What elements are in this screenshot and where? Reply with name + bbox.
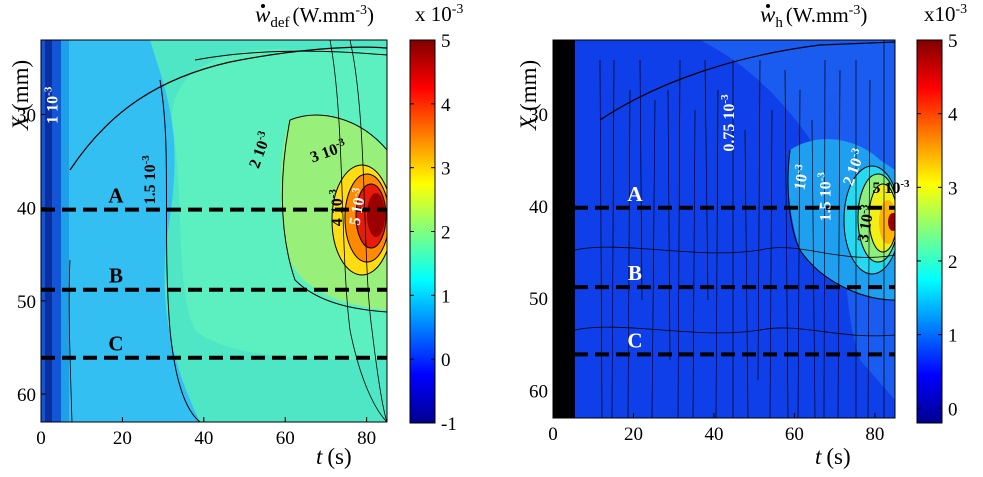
- line-label-b: B: [628, 261, 642, 285]
- y-tick-label: 40: [529, 197, 548, 218]
- colorbar-tick-label: 0: [948, 399, 958, 420]
- colorbar-tick-label: 3: [948, 178, 958, 199]
- x-tick-label: 0: [548, 424, 558, 445]
- y-axis-label-left: X(mm): [8, 60, 33, 131]
- contour-label: 3 10-3: [853, 203, 878, 243]
- line-label-b: B: [109, 264, 123, 288]
- x-ticks-left: 0 20 40 60 80: [36, 417, 376, 449]
- colorbar-tick-label: 2: [441, 223, 451, 244]
- marker-lines-left: A B C: [41, 184, 387, 360]
- y-tick-label: 40: [17, 199, 36, 220]
- colorbar-tick-label: 2: [948, 252, 958, 273]
- x-tick-label: 20: [624, 424, 643, 445]
- contour-label: 1.5 10-3: [816, 172, 835, 222]
- line-label-a: A: [627, 182, 643, 206]
- x-axis-label-right: t (s): [815, 444, 851, 469]
- axes-frame-left: [40, 39, 388, 423]
- y-tick-label: 50: [17, 292, 36, 313]
- chart-left: ABC 1 10-31.5 10-3 2 10-33 10-34 10-35 10…: [8, 2, 463, 469]
- contour-label: 1 10-3: [42, 86, 61, 124]
- contour-label: 5 10-3: [345, 186, 370, 226]
- y-tick-label: 60: [529, 381, 548, 402]
- x-tick-label: 80: [865, 424, 884, 445]
- y-tick-label: 30: [529, 105, 548, 126]
- contour-label: 10-3: [790, 163, 813, 192]
- x-ticks-right: 0 20 40 60 80: [548, 413, 884, 445]
- title-left: wdef (W.mm-3): [255, 2, 374, 31]
- contour-label: 5 10-3: [872, 178, 910, 197]
- contour-label: 0.75 10-3: [719, 94, 738, 152]
- x-tick-label: 60: [276, 428, 295, 449]
- colorbar-tick-label: 1: [948, 326, 958, 347]
- title-dot-right: [766, 4, 770, 8]
- y-tick-label: 50: [529, 289, 548, 310]
- chart-right: ABC 0.75 10-310-31.5 10-3 2 10-33 10-35 1…: [516, 2, 967, 469]
- y-ticks-right: 30 40 50 60: [529, 105, 558, 402]
- colorbar-ticks-right: 0 1 2 3 4 5: [917, 31, 958, 420]
- colorbar-ticks-left: -1 0 1 2 3 4 5: [410, 31, 457, 435]
- y-tick-label: 30: [17, 106, 36, 127]
- contour-labels-left: 1 10-31.5 10-3 2 10-33 10-34 10-35 10-3: [42, 86, 370, 227]
- colorbar-multiplier-left: x 10-3: [415, 2, 463, 26]
- line-label-a: A: [108, 184, 124, 208]
- marker-lines-right: A B C: [553, 182, 895, 357]
- axes-frame-right: [552, 39, 896, 419]
- contour-labels-right: 0.75 10-310-31.5 10-3 2 10-33 10-35 10-3: [719, 94, 910, 243]
- x-tick-label: 40: [194, 428, 213, 449]
- colorbar-tick-label: 1: [441, 286, 451, 307]
- y-axis-label-right: X(mm): [516, 60, 541, 131]
- x-tick-label: 40: [704, 424, 723, 445]
- colorbar-tick-label: 0: [441, 350, 451, 371]
- contour-label: 1.5 10-3: [140, 155, 159, 205]
- line-label-c: C: [108, 332, 123, 356]
- colorbar-multiplier-right: x10-3: [924, 2, 967, 26]
- x-tick-label: 0: [36, 428, 46, 449]
- y-tick-label: 60: [17, 385, 36, 406]
- heatmap-right: [553, 40, 895, 418]
- heatmap-left: [41, 40, 387, 422]
- colorbar-tick-label: 5: [441, 31, 451, 52]
- colorbar-tick-label: 5: [948, 31, 958, 52]
- x-tick-label: 80: [357, 428, 376, 449]
- colorbar-tick-label: 4: [948, 105, 958, 126]
- title-dot-left: [261, 4, 265, 8]
- x-tick-label: 60: [785, 424, 804, 445]
- colorbar-tick-label: 3: [441, 159, 451, 180]
- contour-label: 4 10-3: [327, 189, 346, 227]
- line-label-c: C: [627, 328, 642, 352]
- x-tick-label: 20: [113, 428, 132, 449]
- colorbar-tick-label: 4: [441, 95, 451, 116]
- x-axis-label-left: t (s): [316, 444, 352, 469]
- y-ticks-left: 30 40 50 60: [17, 106, 46, 406]
- colorbar-tick-label: -1: [441, 414, 457, 435]
- title-right: wh (W.mm-3): [760, 2, 867, 31]
- colorbar-right: [916, 39, 943, 424]
